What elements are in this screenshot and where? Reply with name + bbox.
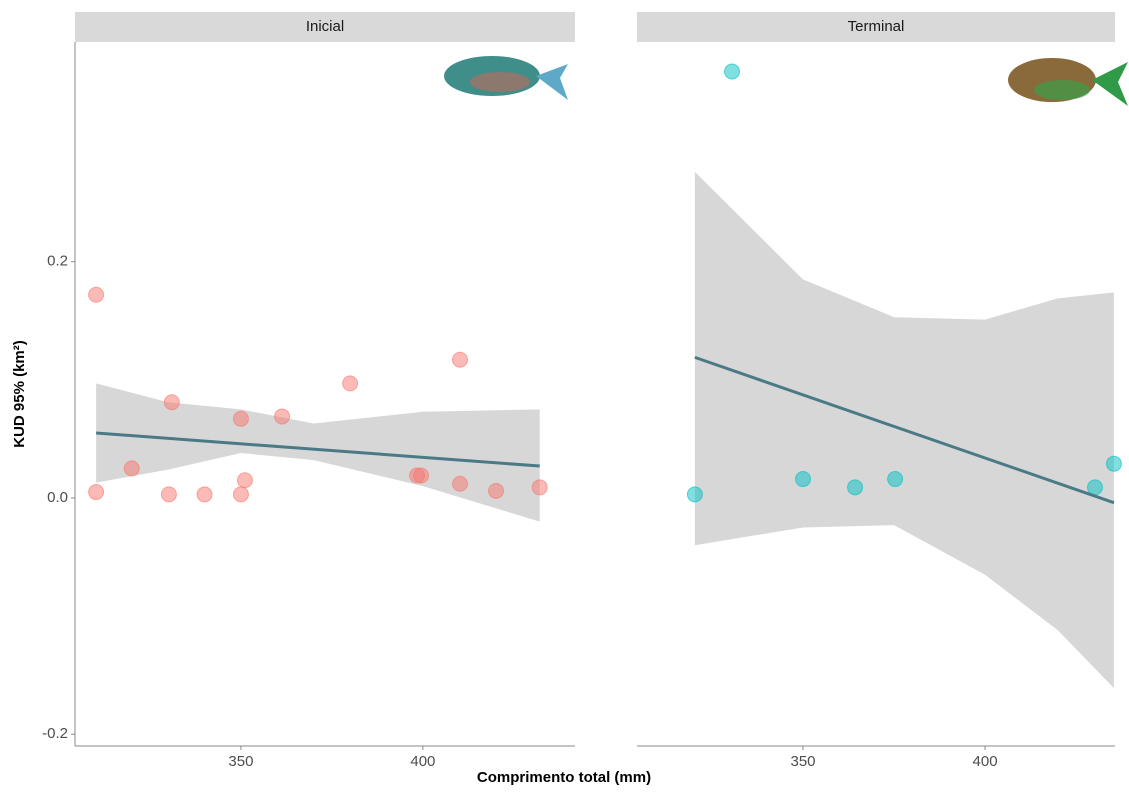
facet-strip: [75, 12, 575, 42]
facet-title: Inicial: [306, 18, 344, 35]
point: [196, 486, 213, 503]
y-tick-label: 0.0: [47, 489, 68, 506]
fish-icon: [444, 56, 568, 100]
point: [123, 460, 140, 477]
point: [847, 479, 864, 496]
y-axis-label: KUD 95% (km²): [11, 340, 28, 448]
x-tick-label: 400: [973, 753, 998, 770]
point: [795, 471, 812, 488]
point: [452, 351, 469, 368]
point: [163, 394, 180, 411]
regression-line: [95, 431, 540, 468]
x-tick-label: 350: [228, 753, 253, 770]
point: [88, 286, 105, 303]
y-tick-label: -0.2: [42, 725, 68, 742]
point: [342, 375, 359, 392]
fish-icon: [1008, 58, 1128, 106]
point: [1086, 479, 1103, 496]
point: [236, 472, 253, 489]
point: [887, 471, 904, 488]
point: [724, 63, 741, 80]
point: [232, 486, 249, 503]
regression-line: [694, 355, 1115, 505]
x-axis-label: Comprimento total (mm): [477, 769, 651, 786]
point: [452, 475, 469, 492]
point: [531, 479, 548, 496]
point: [488, 482, 505, 499]
y-tick-label: 0.2: [47, 253, 68, 270]
point: [274, 408, 291, 425]
facet-title: Terminal: [848, 18, 905, 35]
x-tick-label: 350: [790, 753, 815, 770]
point: [1105, 455, 1122, 472]
point: [88, 484, 105, 501]
point: [686, 486, 703, 503]
point: [232, 410, 249, 427]
facet-strip: [637, 12, 1115, 42]
confidence-band: [96, 383, 540, 522]
x-tick-label: 400: [410, 753, 435, 770]
point: [413, 467, 430, 484]
point: [160, 486, 177, 503]
